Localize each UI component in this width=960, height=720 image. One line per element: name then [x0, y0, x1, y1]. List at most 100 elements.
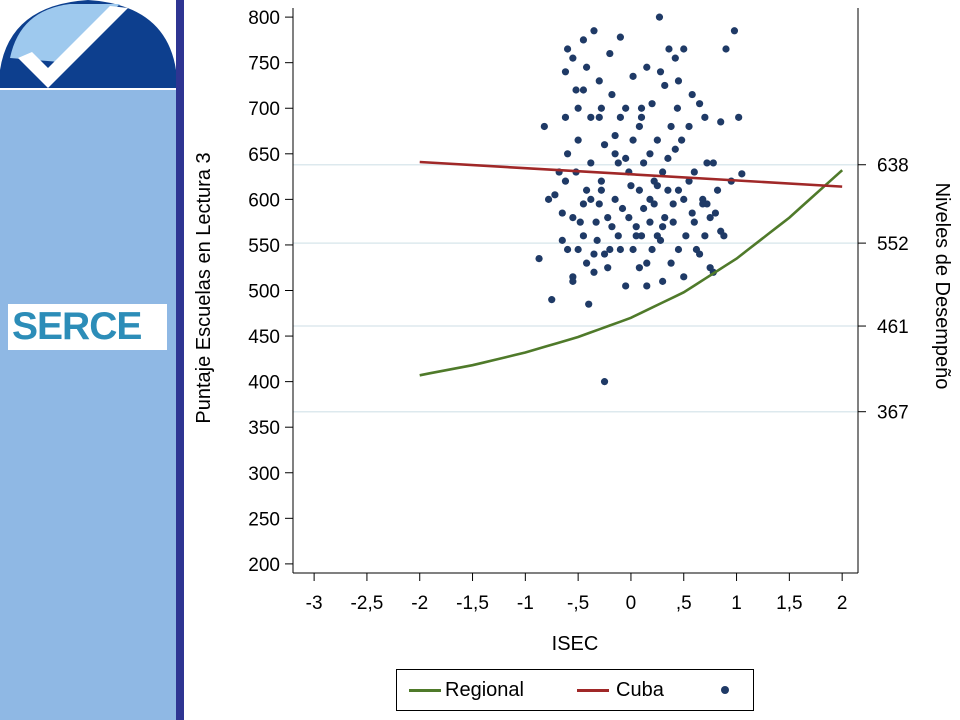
data-point: [629, 72, 637, 80]
data-point: [582, 63, 591, 71]
sidebar-panel: [0, 0, 176, 720]
x-axis-ticks: -3 -2,5 -2 -1,5 -1 -,5 0 ,5 1 1,5 2: [306, 573, 847, 614]
data-point: [597, 104, 605, 112]
data-point: [673, 104, 682, 112]
data-point: [604, 213, 612, 222]
data-point: [720, 232, 728, 240]
data-point: [614, 159, 622, 167]
data-point: [653, 136, 661, 144]
data-point: [659, 223, 667, 231]
x-tick-label: -2: [411, 593, 428, 614]
y-axis-ticks: 200 250 300 350 400 450 500 550 600 650 700 750 800: [248, 8, 293, 576]
data-point: [635, 264, 643, 272]
data-point: [604, 264, 612, 272]
data-point: [664, 154, 672, 162]
data-point: [688, 90, 696, 99]
data-point: [646, 150, 654, 158]
data-point: [600, 378, 609, 386]
data-point: [558, 209, 566, 217]
data-point: [701, 232, 709, 240]
data-point: [671, 145, 679, 153]
data-point: [674, 245, 683, 254]
data-point: [622, 282, 630, 290]
logo-check: [18, 6, 128, 88]
regional-line: [419, 169, 844, 377]
data-point: [688, 209, 696, 217]
data-point: [572, 86, 580, 94]
data-point: [587, 159, 595, 167]
data-point: [563, 245, 572, 254]
data-point: [563, 150, 572, 158]
data-point: [695, 250, 704, 258]
data-point: [685, 177, 693, 185]
data-point: [655, 13, 664, 21]
data-point: [656, 236, 665, 244]
data-point: [669, 218, 677, 226]
data-point: [622, 104, 630, 112]
y-tick-label: 400: [248, 373, 280, 394]
x-tick-label: -3: [306, 593, 323, 614]
data-point: [616, 33, 624, 41]
x-tick-label: -2,5: [351, 593, 384, 614]
data-point: [680, 195, 688, 203]
data-point: [629, 136, 637, 144]
legend-swatch-points: [721, 686, 729, 694]
data-point: [597, 186, 605, 194]
y-tick-label: 550: [248, 236, 280, 257]
data-point: [540, 122, 548, 131]
data-point: [576, 218, 584, 226]
data-point: [635, 186, 643, 194]
data-point: [661, 213, 669, 222]
data-point: [640, 159, 648, 167]
data-point: [648, 100, 656, 108]
data-point: [569, 213, 577, 222]
data-point: [590, 250, 598, 258]
data-point: [667, 259, 675, 267]
data-point: [730, 27, 739, 35]
data-point: [637, 104, 646, 112]
data-point: [592, 218, 600, 226]
data-point: [618, 204, 627, 213]
x-tick-label: ,5: [676, 593, 692, 614]
data-point: [738, 170, 746, 178]
y-tick-label: 600: [248, 190, 280, 211]
data-point: [706, 213, 714, 222]
data-point: [635, 122, 643, 131]
data-point: [561, 68, 570, 76]
data-point: [600, 250, 609, 258]
data-point: [561, 177, 570, 185]
data-point: [590, 27, 598, 35]
data-point: [625, 213, 633, 222]
data-point: [582, 259, 591, 267]
y-tick-label: 200: [248, 555, 280, 576]
y-tick-label: 250: [248, 509, 280, 530]
data-point: [579, 232, 588, 240]
data-point: [535, 255, 543, 263]
data-point: [611, 195, 619, 203]
data-point: [551, 191, 559, 199]
data-point: [682, 232, 690, 240]
data-point: [656, 68, 665, 76]
data-point: [574, 245, 582, 254]
data-point: [616, 113, 624, 121]
data-point: [709, 159, 717, 167]
y-tick-label: 800: [248, 8, 280, 29]
data-point: [574, 104, 582, 112]
brand-logo-text: SERCE: [12, 305, 142, 348]
data-point: [595, 113, 603, 121]
x-tick-label: 1,5: [776, 593, 802, 614]
data-point: [548, 296, 556, 304]
scatter-points: [535, 13, 746, 386]
data-point: [643, 259, 651, 267]
cuba-line: [419, 160, 843, 188]
data-point: [643, 282, 651, 290]
data-point: [685, 122, 693, 131]
data-point: [629, 245, 637, 254]
data-point: [713, 186, 722, 194]
data-point: [606, 49, 614, 58]
fit-lines: [419, 160, 844, 377]
data-point: [680, 45, 688, 53]
data-point: [611, 150, 619, 158]
data-point: [587, 113, 595, 121]
data-point: [558, 236, 566, 244]
